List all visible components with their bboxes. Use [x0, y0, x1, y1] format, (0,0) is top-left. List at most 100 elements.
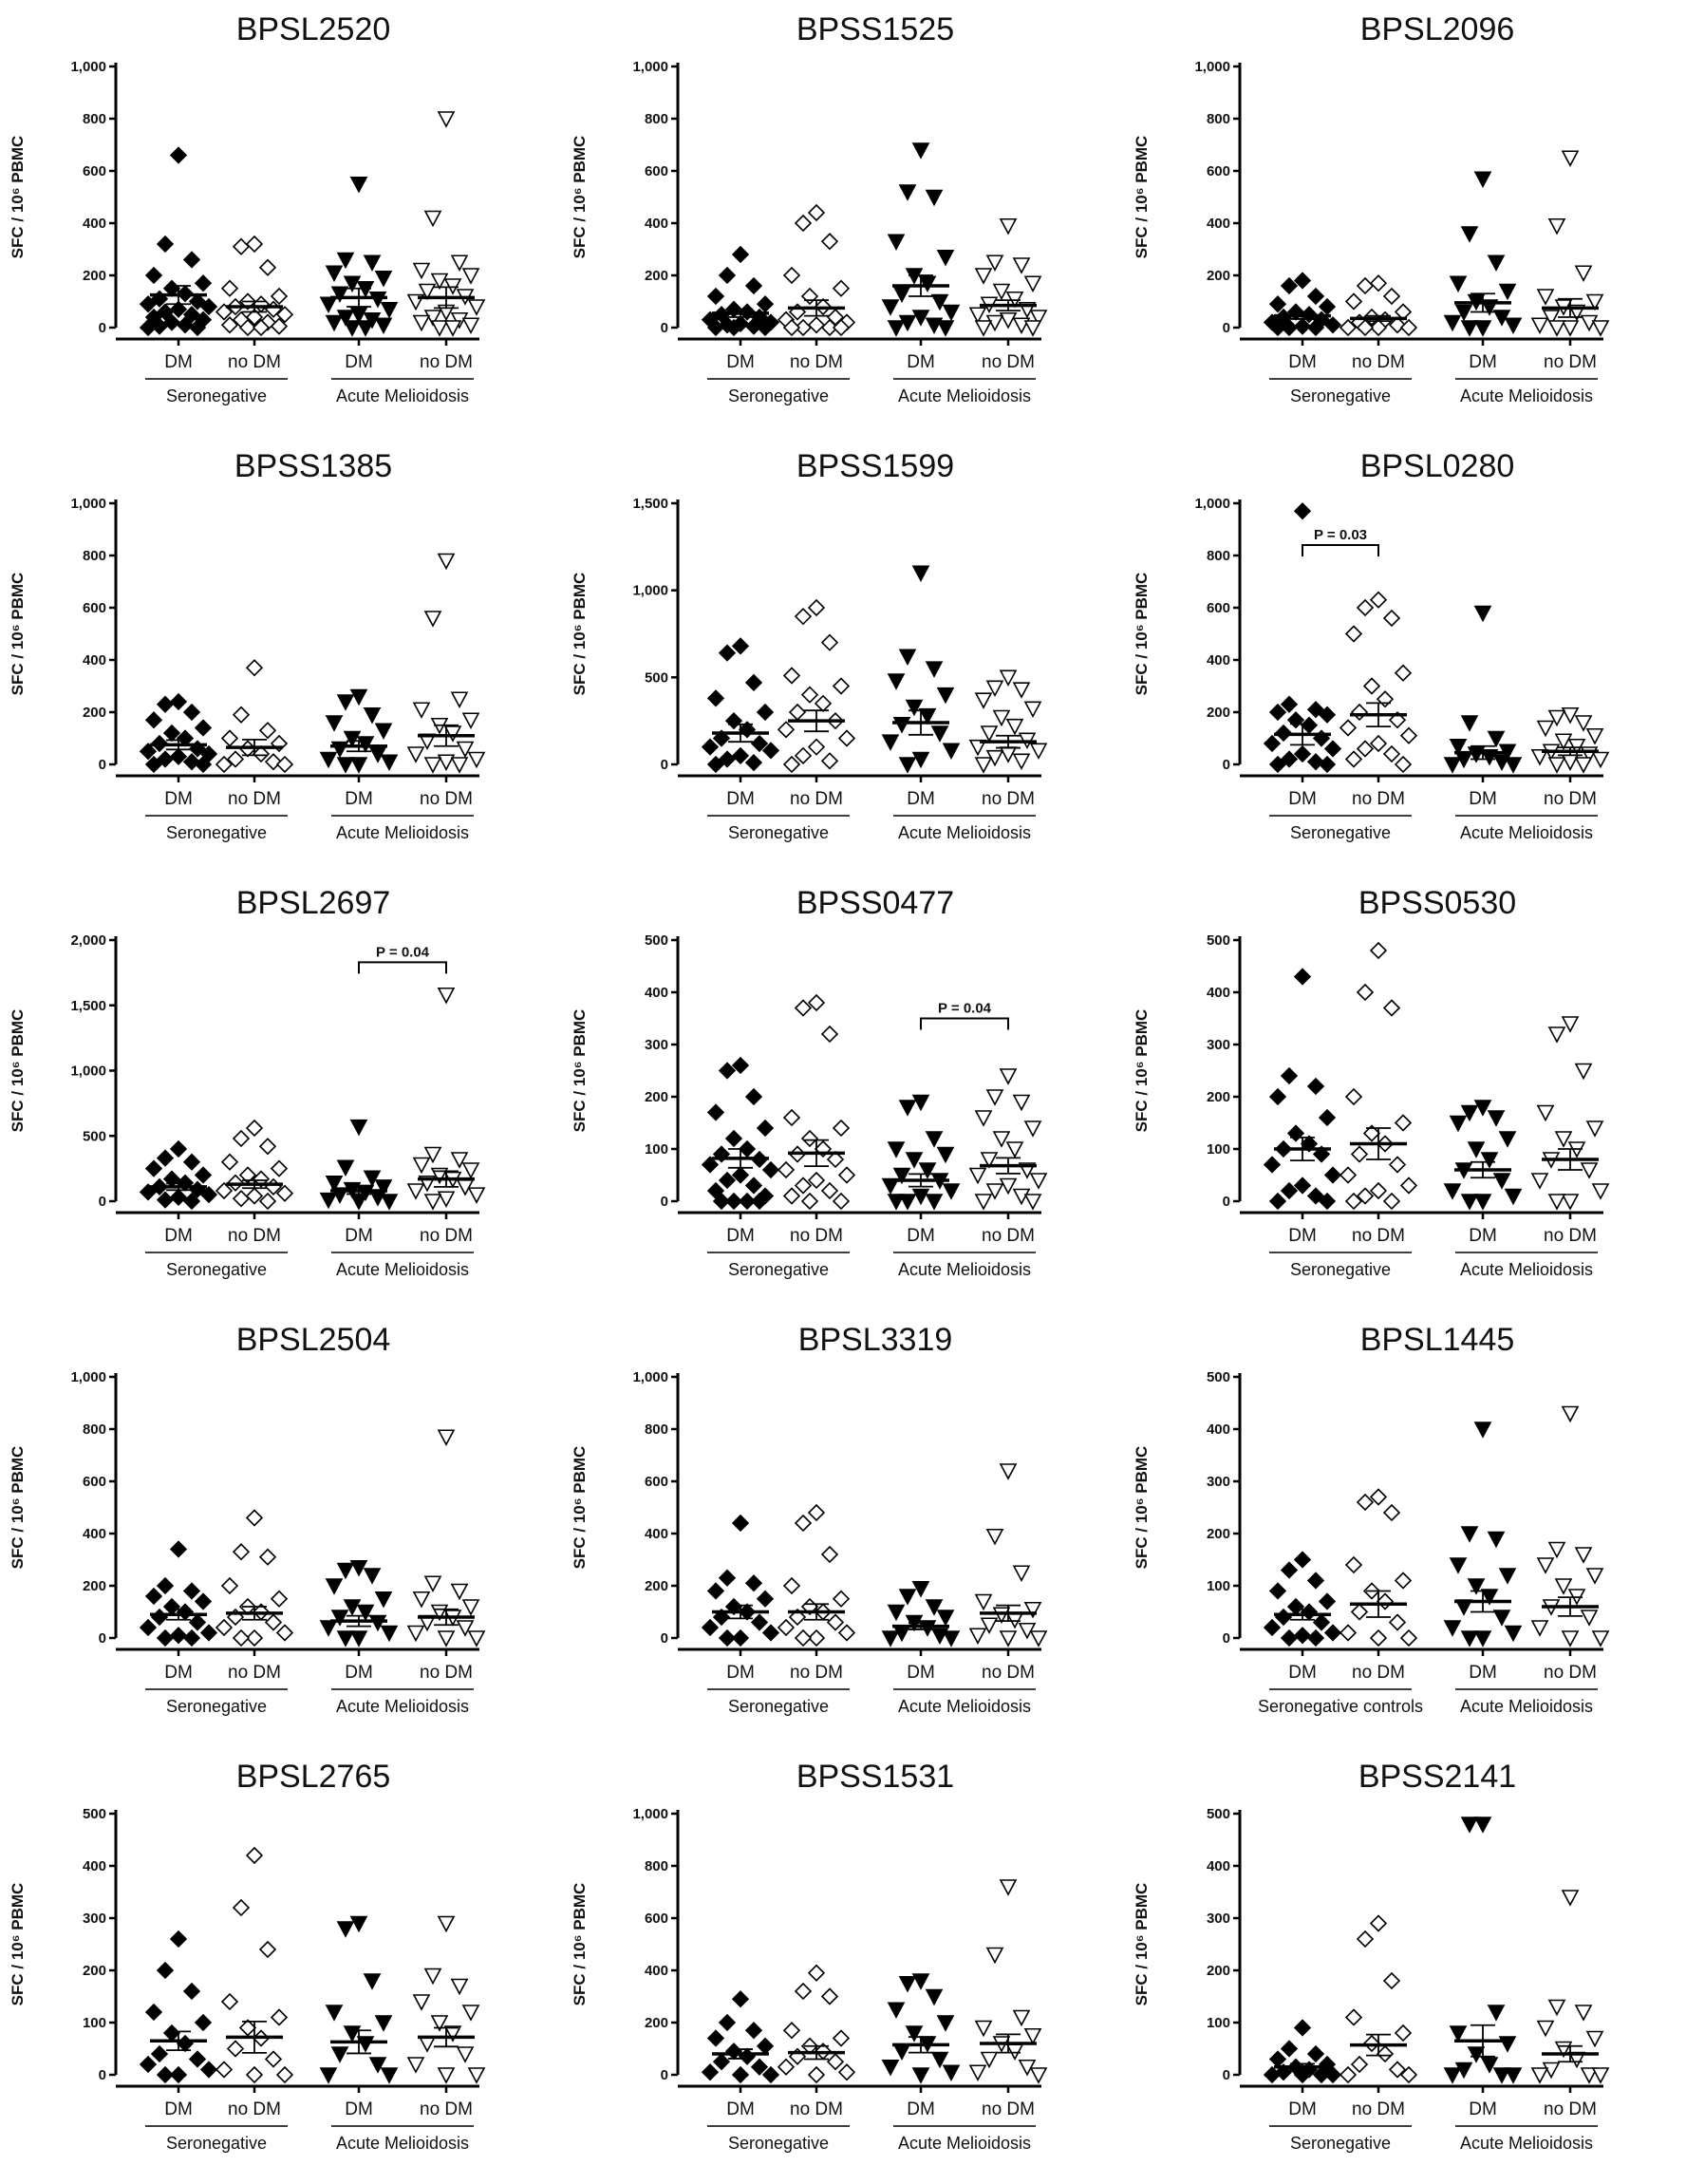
series-no-dm-seronegative — [215, 659, 294, 774]
data-point — [182, 1192, 201, 1211]
data-point — [1306, 287, 1325, 306]
data-point — [1344, 2008, 1363, 2026]
data-point — [325, 1175, 344, 1193]
data-point — [731, 245, 750, 264]
data-point — [232, 1898, 251, 1917]
data-point — [1382, 1971, 1401, 1990]
data-point — [1318, 706, 1337, 724]
chart-svg: BPSS1525 SFC / 10⁶ PBMC 0 200 400 600 800 1,000… — [571, 11, 1048, 405]
data-point — [1443, 757, 1462, 774]
category-label: DM — [907, 1226, 935, 1246]
data-point — [911, 142, 930, 160]
series-dm-seronegative — [701, 637, 780, 774]
group-label: Acute Melioidosis — [1460, 386, 1593, 405]
data-point — [1487, 254, 1506, 272]
data-point — [701, 1618, 720, 1637]
data-point — [1012, 1188, 1031, 1206]
data-point — [1460, 1817, 1479, 1834]
data-point — [232, 237, 251, 255]
series-dm-acute — [881, 142, 961, 337]
data-point — [1574, 715, 1593, 732]
series-no-dm-acute — [1530, 1016, 1610, 1211]
data-point — [807, 1503, 826, 1522]
data-point — [349, 1630, 368, 1647]
y-tick-label: 2,000 — [70, 932, 106, 949]
data-point — [782, 266, 801, 285]
data-point — [820, 1545, 839, 1564]
data-point — [898, 1589, 917, 1606]
data-point — [1449, 738, 1468, 756]
category-label: no DM — [790, 1226, 843, 1246]
chart-title: BPSS0477 — [796, 885, 954, 921]
data-point — [270, 1159, 289, 1177]
data-point — [1580, 2067, 1599, 2084]
data-point — [1023, 701, 1042, 719]
data-point — [724, 318, 743, 337]
data-point — [999, 1068, 1018, 1085]
significance-bracket — [1302, 544, 1379, 556]
data-point — [1492, 2067, 1511, 2084]
data-point — [1574, 1063, 1593, 1081]
data-point — [1498, 283, 1517, 301]
data-point — [826, 1613, 845, 1631]
data-point — [898, 184, 917, 201]
data-point — [1274, 1608, 1293, 1627]
data-point — [756, 1119, 775, 1138]
series-no-dm-acute — [406, 553, 486, 774]
data-point — [1306, 1629, 1325, 1647]
data-point — [1369, 1914, 1388, 1932]
data-point — [343, 275, 362, 292]
data-point — [368, 2057, 387, 2074]
data-point — [1029, 1630, 1048, 1647]
data-point — [423, 1575, 442, 1592]
data-point — [1344, 1087, 1363, 1106]
data-point — [182, 753, 201, 771]
chart-title: BPSS1599 — [796, 448, 954, 484]
y-axis-label: SFC / 10⁶ PBMC — [571, 573, 589, 696]
data-point — [1263, 1618, 1282, 1637]
data-point — [144, 1587, 163, 1606]
data-point — [1473, 605, 1492, 623]
data-point — [985, 254, 1004, 272]
p-value-label: P = 0.04 — [376, 944, 430, 960]
data-point — [1473, 1100, 1492, 1117]
data-point — [380, 1194, 399, 1211]
data-point — [911, 2067, 930, 2084]
category-label: DM — [345, 1663, 373, 1683]
data-point — [936, 2015, 955, 2032]
data-point — [820, 1025, 839, 1044]
series-no-dm-seronegative — [1339, 1914, 1418, 2084]
data-point — [461, 268, 480, 285]
data-point — [807, 738, 826, 756]
data-point — [406, 2057, 425, 2074]
data-point — [1536, 720, 1555, 738]
data-point — [343, 2025, 362, 2043]
data-point — [156, 235, 175, 254]
data-point — [800, 1192, 819, 1211]
data-point — [1268, 1192, 1287, 1211]
data-point — [270, 2008, 289, 2026]
series-dm-seronegative — [701, 1056, 780, 1211]
y-tick-label: 600 — [83, 600, 106, 616]
data-point — [807, 2065, 826, 2084]
data-point — [1443, 314, 1462, 332]
data-point — [1473, 1421, 1492, 1439]
data-point — [1268, 318, 1287, 337]
data-point — [898, 1100, 917, 1117]
data-point — [363, 706, 382, 725]
significance-bracket — [920, 1017, 1009, 1030]
category-label: DM — [726, 1663, 755, 1683]
data-point — [1561, 1016, 1580, 1033]
data-point — [368, 291, 387, 309]
data-point — [199, 297, 218, 316]
data-point — [1473, 171, 1492, 188]
data-point — [974, 1110, 993, 1127]
data-point — [418, 283, 437, 301]
data-point — [794, 999, 813, 1017]
data-point — [1029, 1173, 1048, 1190]
data-point — [325, 265, 344, 282]
data-point — [437, 2067, 456, 2084]
data-point — [731, 1166, 750, 1184]
data-point — [349, 688, 368, 706]
data-point — [837, 2063, 856, 2081]
